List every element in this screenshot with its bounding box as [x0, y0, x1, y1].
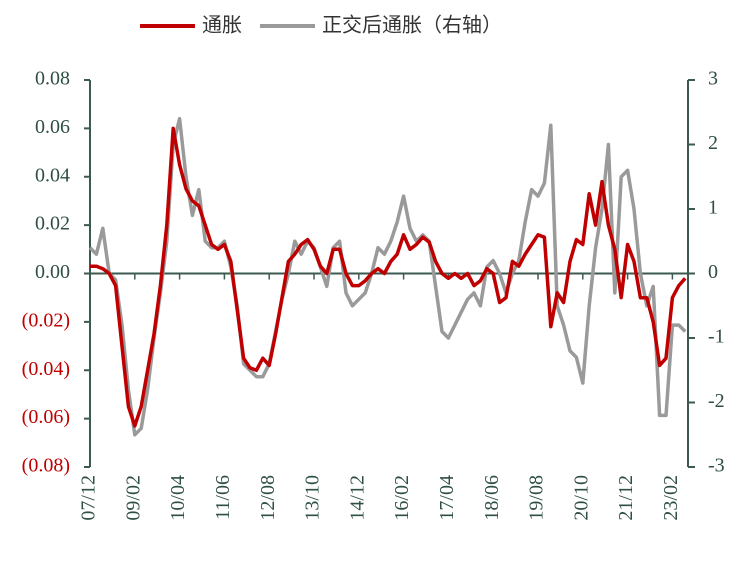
y2-tick-label: 1	[708, 197, 718, 219]
x-tick-label: 18/06	[481, 475, 503, 521]
x-tick-label: 07/12	[78, 475, 100, 521]
y2-tick-label: 0	[708, 261, 718, 283]
y2-tick-label: 2	[708, 132, 718, 154]
x-tick-label: 12/08	[257, 475, 279, 521]
x-tick-label: 19/08	[526, 475, 548, 521]
y-tick-label: 0.08	[35, 68, 70, 90]
x-tick-label: 21/12	[615, 475, 637, 521]
y-tick-label: 0.06	[35, 116, 70, 138]
y-tick-label: (0.08)	[22, 455, 70, 477]
x-tick-label: 14/12	[346, 475, 368, 521]
y-tick-label: 0.00	[35, 261, 70, 283]
x-tick-label: 10/04	[167, 475, 189, 521]
y2-tick-label: 3	[708, 68, 718, 90]
y-tick-label: 0.04	[35, 164, 70, 186]
x-tick-label: 17/04	[436, 475, 458, 521]
x-tick-label: 09/02	[122, 475, 144, 521]
x-tick-label: 23/02	[660, 475, 682, 521]
legend-label: 通胀	[202, 13, 242, 37]
y2-tick-label: -1	[708, 326, 725, 348]
y-tick-label: (0.06)	[22, 406, 70, 428]
legend-label: 正交后通胀（右轴）	[322, 13, 502, 37]
y2-tick-label: -3	[708, 455, 725, 477]
x-tick-label: 16/02	[391, 475, 413, 521]
x-tick-label: 20/10	[570, 475, 592, 521]
series-line	[90, 126, 687, 428]
x-tick-label: 11/06	[212, 475, 234, 520]
y-tick-label: (0.04)	[22, 358, 70, 380]
y-tick-label: 0.02	[35, 213, 70, 235]
x-tick-label: 13/10	[302, 475, 324, 521]
y2-tick-label: -2	[708, 390, 725, 412]
y-tick-label: (0.02)	[22, 309, 70, 331]
